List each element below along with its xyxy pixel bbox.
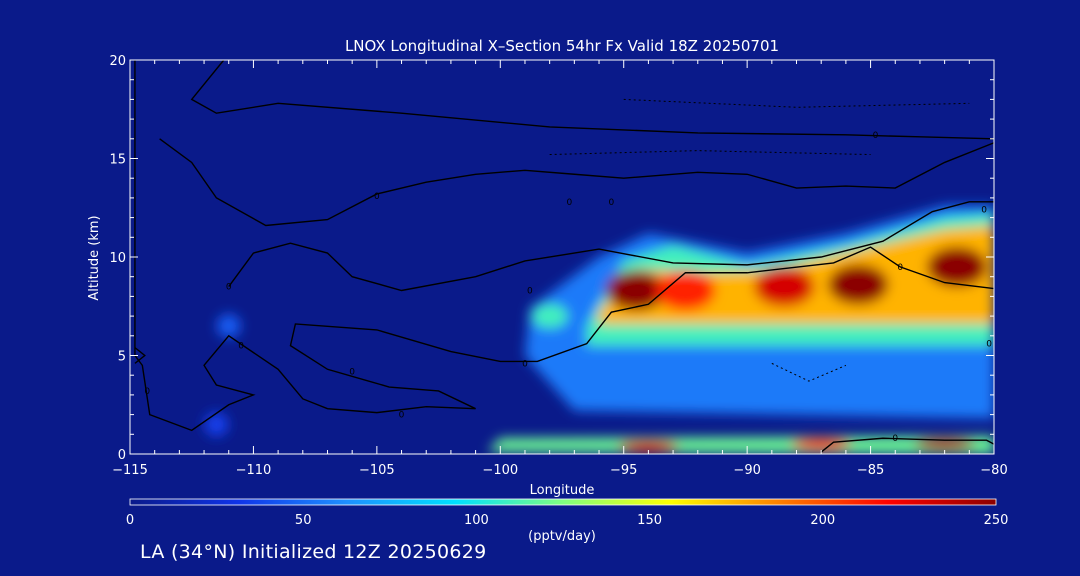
y-tick-label: 15 [109, 153, 126, 168]
contour-label-6: 0 [399, 411, 405, 421]
contour-lines: 0 0 0 0 0 0 0 0 0 0 0 0 0 0 0 [134, 60, 994, 453]
x-tick-label: −85 [857, 463, 884, 478]
x-tick-label: −105 [359, 463, 395, 478]
contour-label-8: 0 [522, 359, 528, 369]
heatmap-field [204, 205, 994, 454]
contour-label-13: 0 [527, 286, 533, 296]
contour-label-14: 0 [892, 434, 898, 444]
colorbar-tick-label: 50 [295, 513, 312, 528]
contour-line-2 [159, 138, 994, 227]
heat-peak-1 [655, 270, 716, 311]
contour-label-1: 0 [567, 198, 573, 208]
contour-label-10: 0 [981, 206, 987, 216]
heat-peak-3 [828, 264, 889, 305]
colorbar-bar [129, 498, 997, 506]
y-tick-label: 10 [109, 251, 126, 266]
contour-line-0 [134, 60, 994, 432]
contour-line-4 [820, 437, 994, 453]
y-tick-label: 5 [118, 350, 126, 365]
contour-label-12: 0 [986, 340, 992, 350]
contour-line-1 [228, 201, 994, 292]
contour-label-5: 0 [349, 367, 355, 377]
x-tick-label: −115 [112, 463, 148, 478]
colorbar-tick-label: 150 [637, 513, 662, 528]
contour-label-2: 0 [609, 198, 615, 208]
footer-caption: LA (34°N) Initialized 12Z 20250629 [140, 541, 487, 563]
heat-band-surface [487, 436, 994, 454]
colorbar-tick-label: 0 [126, 513, 134, 528]
y-axis-label: Altitude (km) [87, 215, 102, 300]
x-tick-label: −80 [980, 463, 1007, 478]
heat-peak-4 [926, 246, 987, 287]
contour-label-7: 0 [144, 387, 150, 397]
chart-title: LNOX Longitudinal X–Section 54hr Fx Vali… [345, 37, 779, 55]
contour-line-5 [134, 347, 146, 364]
x-axis-label: Longitude [530, 483, 595, 498]
y-tick-label: 20 [109, 54, 126, 69]
contour-label-3: 0 [226, 283, 232, 293]
contour-label-11: 0 [873, 131, 879, 141]
x-tick-label: −95 [610, 463, 637, 478]
contour-line-3 [190, 60, 994, 140]
colorbar-tick-label: 200 [810, 513, 835, 528]
y-axis: 0 5 10 15 20 [109, 54, 994, 463]
x-tick-label: −110 [236, 463, 272, 478]
contour-dotted-2 [771, 362, 847, 382]
heat-peak-5 [618, 440, 679, 453]
colorbar-ticks: 0 50 100 150 200 250 [126, 513, 1009, 528]
heat-peak-9 [216, 313, 241, 338]
colorbar-tick-label: 250 [984, 513, 1009, 528]
contour-label-0: 0 [374, 192, 380, 202]
x-axis: −115 −110 −105 −100 −95 −90 −85 −80 [112, 60, 1008, 478]
x-tick-label: −100 [482, 463, 518, 478]
colorbar-tick-label: 100 [464, 513, 489, 528]
heat-peak-0 [606, 270, 667, 311]
heat-peak-6 [791, 438, 852, 451]
heat-peak-8 [531, 304, 568, 329]
heat-peak-2 [754, 266, 815, 307]
y-tick-label: 0 [118, 448, 126, 463]
colorbar-unit-label: (pptv/day) [528, 529, 596, 544]
x-tick-label: −90 [733, 463, 760, 478]
contour-label-4: 0 [238, 342, 244, 352]
heat-peak-7 [914, 438, 975, 451]
heat-peak-10 [204, 412, 229, 437]
contour-label-9: 0 [897, 263, 903, 273]
plot-area: 0 0 0 0 0 0 0 0 0 0 0 0 0 0 0 [129, 59, 995, 455]
colorbar: 0 50 100 150 200 250 (pptv/day) [126, 498, 1009, 544]
